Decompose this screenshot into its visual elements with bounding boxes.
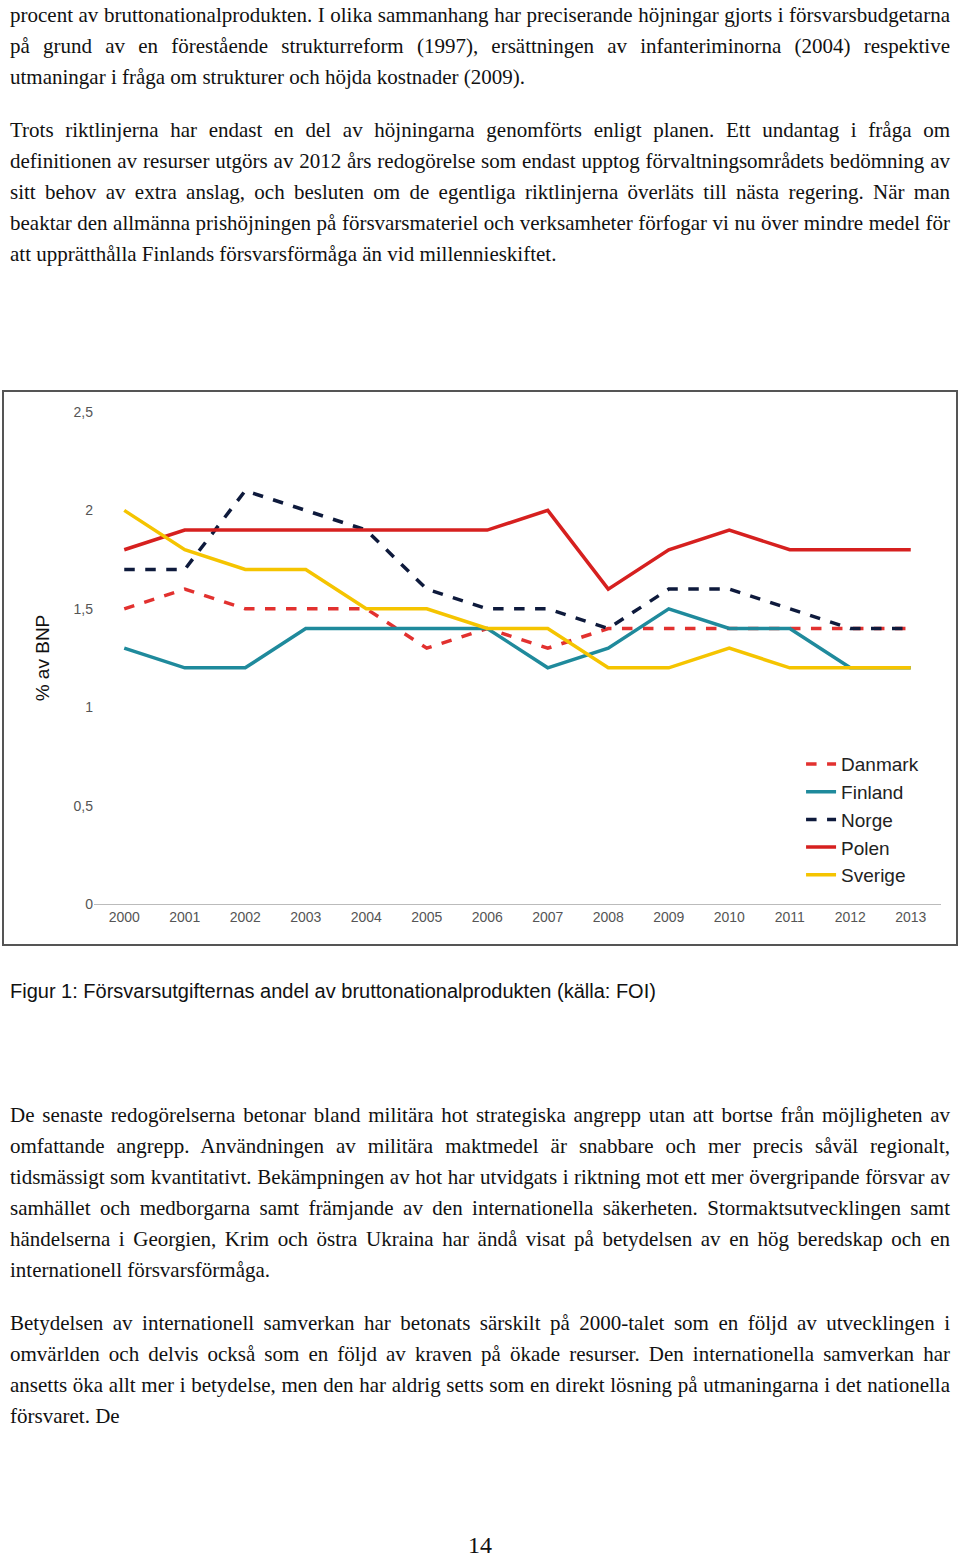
svg-text:2006: 2006 (472, 909, 503, 925)
svg-text:2: 2 (85, 502, 93, 518)
svg-text:2008: 2008 (593, 909, 624, 925)
svg-text:% av BNP: % av BNP (32, 615, 53, 702)
svg-text:2003: 2003 (290, 909, 321, 925)
html-text:De senaste redogörelserna beto: De senaste redogörelserna betonar bland … (10, 1103, 950, 1282)
svg-text:Polen: Polen (841, 838, 890, 859)
html-text:14: 14 (468, 1532, 492, 1558)
svg-text:0,5: 0,5 (74, 798, 94, 814)
svg-text:2000: 2000 (109, 909, 140, 925)
svg-text:2007: 2007 (532, 909, 563, 925)
svg-text:2001: 2001 (169, 909, 200, 925)
svg-text:2002: 2002 (230, 909, 261, 925)
svg-text:Finland: Finland (841, 782, 903, 803)
svg-text:0: 0 (85, 896, 93, 912)
svg-text:2,5: 2,5 (74, 404, 94, 420)
svg-text:1,5: 1,5 (74, 601, 94, 617)
svg-text:2010: 2010 (714, 909, 745, 925)
html-text:procent av bruttonationalprodu: procent av bruttonationalprodukten. I ol… (10, 3, 950, 89)
svg-text:Sverige: Sverige (841, 865, 905, 886)
svg-text:2013: 2013 (895, 909, 926, 925)
html-text:Trots riktlinjerna har endast: Trots riktlinjerna har endast en del av … (10, 118, 950, 266)
svg-text:Danmark: Danmark (841, 754, 919, 775)
svg-text:2004: 2004 (351, 909, 382, 925)
svg-text:2005: 2005 (411, 909, 442, 925)
svg-text:2011: 2011 (775, 909, 805, 925)
svg-text:2009: 2009 (653, 909, 684, 925)
html-text:Betydelsen av internationell s: Betydelsen av internationell samverkan h… (10, 1311, 950, 1428)
svg-text:Norge: Norge (841, 810, 893, 831)
svg-text:2012: 2012 (835, 909, 866, 925)
html-text:Figur 1: Försvarsutgifternas a: Figur 1: Försvarsutgifternas andel av br… (10, 980, 656, 1002)
svg-text:1: 1 (85, 699, 93, 715)
